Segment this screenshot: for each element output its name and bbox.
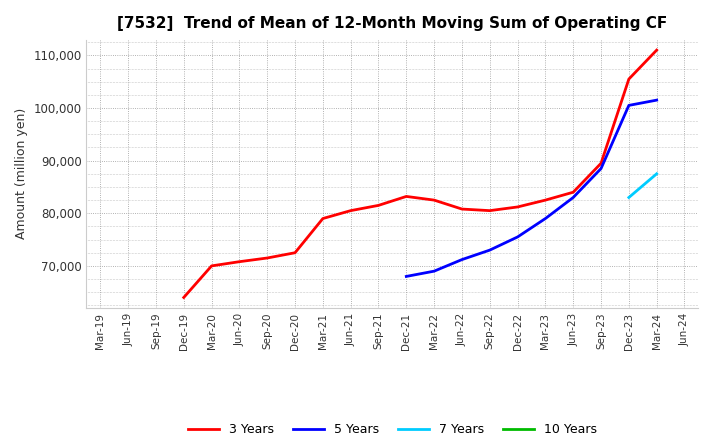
Line: 5 Years: 5 Years (406, 100, 657, 276)
3 Years (207, 263, 216, 268)
3 Years (235, 259, 243, 264)
7 Years (652, 171, 661, 176)
5 Years (541, 216, 550, 221)
5 Years (569, 195, 577, 200)
Title: [7532]  Trend of Mean of 12-Month Moving Sum of Operating CF: [7532] Trend of Mean of 12-Month Moving … (117, 16, 667, 32)
3 Years (485, 208, 494, 213)
3 Years (374, 203, 383, 208)
3 Years (291, 250, 300, 255)
Y-axis label: Amount (million yen): Amount (million yen) (14, 108, 28, 239)
5 Years (652, 98, 661, 103)
3 Years (541, 198, 550, 203)
7 Years (624, 195, 633, 200)
3 Years (430, 198, 438, 203)
5 Years (485, 247, 494, 253)
3 Years (624, 77, 633, 82)
3 Years (513, 204, 522, 209)
3 Years (652, 48, 661, 53)
3 Years (263, 255, 271, 260)
3 Years (458, 206, 467, 212)
5 Years (624, 103, 633, 108)
Line: 7 Years: 7 Years (629, 174, 657, 198)
5 Years (458, 257, 467, 262)
3 Years (318, 216, 327, 221)
3 Years (179, 295, 188, 300)
3 Years (402, 194, 410, 199)
5 Years (513, 235, 522, 240)
3 Years (597, 161, 606, 166)
3 Years (346, 208, 355, 213)
Legend: 3 Years, 5 Years, 7 Years, 10 Years: 3 Years, 5 Years, 7 Years, 10 Years (183, 418, 602, 440)
5 Years (430, 268, 438, 274)
Line: 3 Years: 3 Years (184, 50, 657, 297)
3 Years (569, 190, 577, 195)
5 Years (597, 166, 606, 171)
5 Years (402, 274, 410, 279)
